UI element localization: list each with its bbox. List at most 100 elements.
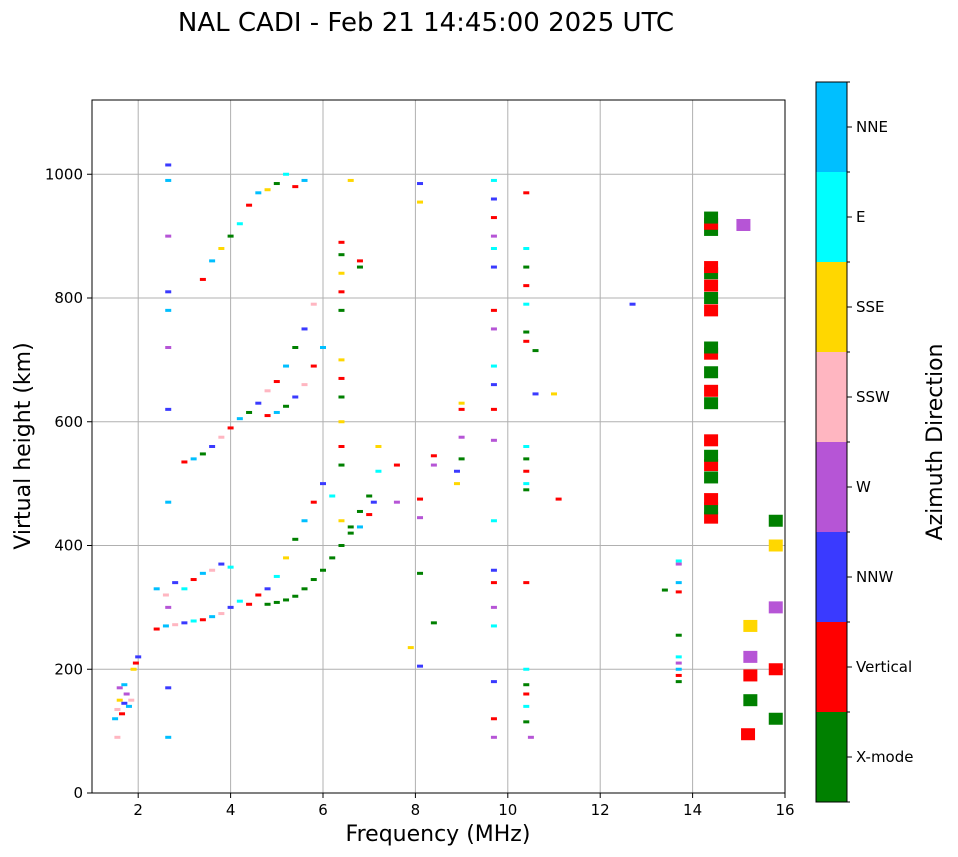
echo-mark <box>199 452 206 456</box>
echo-mark <box>227 234 234 238</box>
echo-mark <box>301 519 308 523</box>
echo-mark <box>283 404 290 408</box>
echo-mark <box>490 216 497 220</box>
echo-mark <box>246 203 253 207</box>
echo-mark <box>190 578 197 582</box>
echo-mark <box>675 680 682 684</box>
echo-mark <box>458 407 465 411</box>
echo-mark <box>704 502 719 515</box>
echo-mark <box>320 568 326 572</box>
echo-mark <box>310 578 317 582</box>
echo-mark <box>338 463 345 467</box>
echo-mark <box>236 222 243 226</box>
echo-mark <box>347 531 354 535</box>
colorbar-swatch <box>816 172 847 262</box>
echo-mark <box>273 410 280 414</box>
echo-mark <box>181 460 188 464</box>
echo-mark <box>338 420 345 424</box>
echo-mark <box>532 392 539 396</box>
echo-mark <box>490 519 497 523</box>
echo-mark <box>743 669 758 682</box>
echo-mark <box>283 556 290 560</box>
plot-frame <box>91 99 786 794</box>
echo-mark <box>116 686 123 690</box>
echo-mark <box>768 663 783 676</box>
echo-mark <box>768 601 783 614</box>
echo-mark <box>430 463 437 467</box>
echo-mark <box>338 445 345 448</box>
echo-mark <box>704 493 719 506</box>
echo-mark <box>338 240 345 244</box>
echo-mark <box>675 559 682 563</box>
echo-mark <box>532 349 539 353</box>
colorbar-swatch <box>816 622 847 712</box>
echo-mark <box>123 692 130 696</box>
echo-mark <box>172 581 179 585</box>
trace-column-near-2-6-mhz <box>165 163 172 739</box>
echo-mark <box>338 253 345 257</box>
echo-mark <box>153 627 160 631</box>
echo-mark <box>121 683 128 687</box>
echo-mark <box>292 594 299 598</box>
echo-mark <box>490 197 497 201</box>
echo-mark <box>338 271 345 275</box>
echo-mark <box>338 358 345 362</box>
echo-mark <box>301 587 308 591</box>
echo-marks <box>112 163 783 741</box>
echo-mark <box>218 435 225 439</box>
x-tick-label: 12 <box>591 801 610 819</box>
echo-mark <box>283 598 290 602</box>
echo-mark <box>190 619 197 623</box>
echo-mark <box>490 407 497 411</box>
echo-mark <box>264 414 271 418</box>
echo-mark <box>329 494 336 498</box>
echo-mark <box>165 290 172 294</box>
echo-mark <box>736 218 751 231</box>
echo-mark <box>458 435 465 439</box>
trace-sparse-mid-band <box>393 182 636 739</box>
echo-mark <box>292 395 299 399</box>
echo-mark <box>310 364 317 368</box>
x-tick-label: 14 <box>683 801 702 819</box>
echo-mark <box>283 172 290 176</box>
echo-mark <box>768 539 783 552</box>
x-tick-label: 2 <box>133 801 143 819</box>
echo-mark <box>704 211 719 224</box>
echo-mark <box>523 720 530 724</box>
echo-mark <box>128 698 135 702</box>
echo-mark <box>292 185 299 189</box>
echo-mark <box>165 500 172 504</box>
echo-mark <box>199 618 206 622</box>
colorbar: X-mode Vertical NNW W SSW SSE E NNE <box>815 81 913 803</box>
trace-column-near-9-7-mhz <box>490 178 497 739</box>
grid-lines <box>92 100 786 794</box>
echo-mark <box>768 712 783 725</box>
echo-mark <box>417 516 424 520</box>
echo-mark <box>356 525 363 529</box>
echo-mark <box>675 633 682 637</box>
echo-mark <box>523 482 530 486</box>
echo-mark <box>181 621 188 625</box>
echo-mark <box>768 514 783 527</box>
echo-mark <box>417 664 424 668</box>
echo-mark <box>704 304 719 317</box>
x-tick-label: 6 <box>318 801 328 819</box>
echo-mark <box>338 395 345 399</box>
echo-mark <box>704 341 719 354</box>
echo-mark <box>227 565 234 569</box>
trace-column-near-13-7-mhz <box>661 559 682 684</box>
echo-mark <box>356 509 363 513</box>
echo-mark <box>320 482 326 486</box>
echo-mark <box>490 364 497 368</box>
colorbar-swatch <box>816 712 847 802</box>
echo-mark <box>675 655 682 659</box>
echo-mark <box>430 621 437 625</box>
echo-mark <box>490 265 497 269</box>
echo-mark <box>209 259 216 263</box>
echo-mark <box>246 410 253 414</box>
echo-mark <box>675 581 682 585</box>
echo-mark <box>264 587 271 591</box>
echo-mark <box>209 445 216 448</box>
echo-mark <box>366 513 373 517</box>
